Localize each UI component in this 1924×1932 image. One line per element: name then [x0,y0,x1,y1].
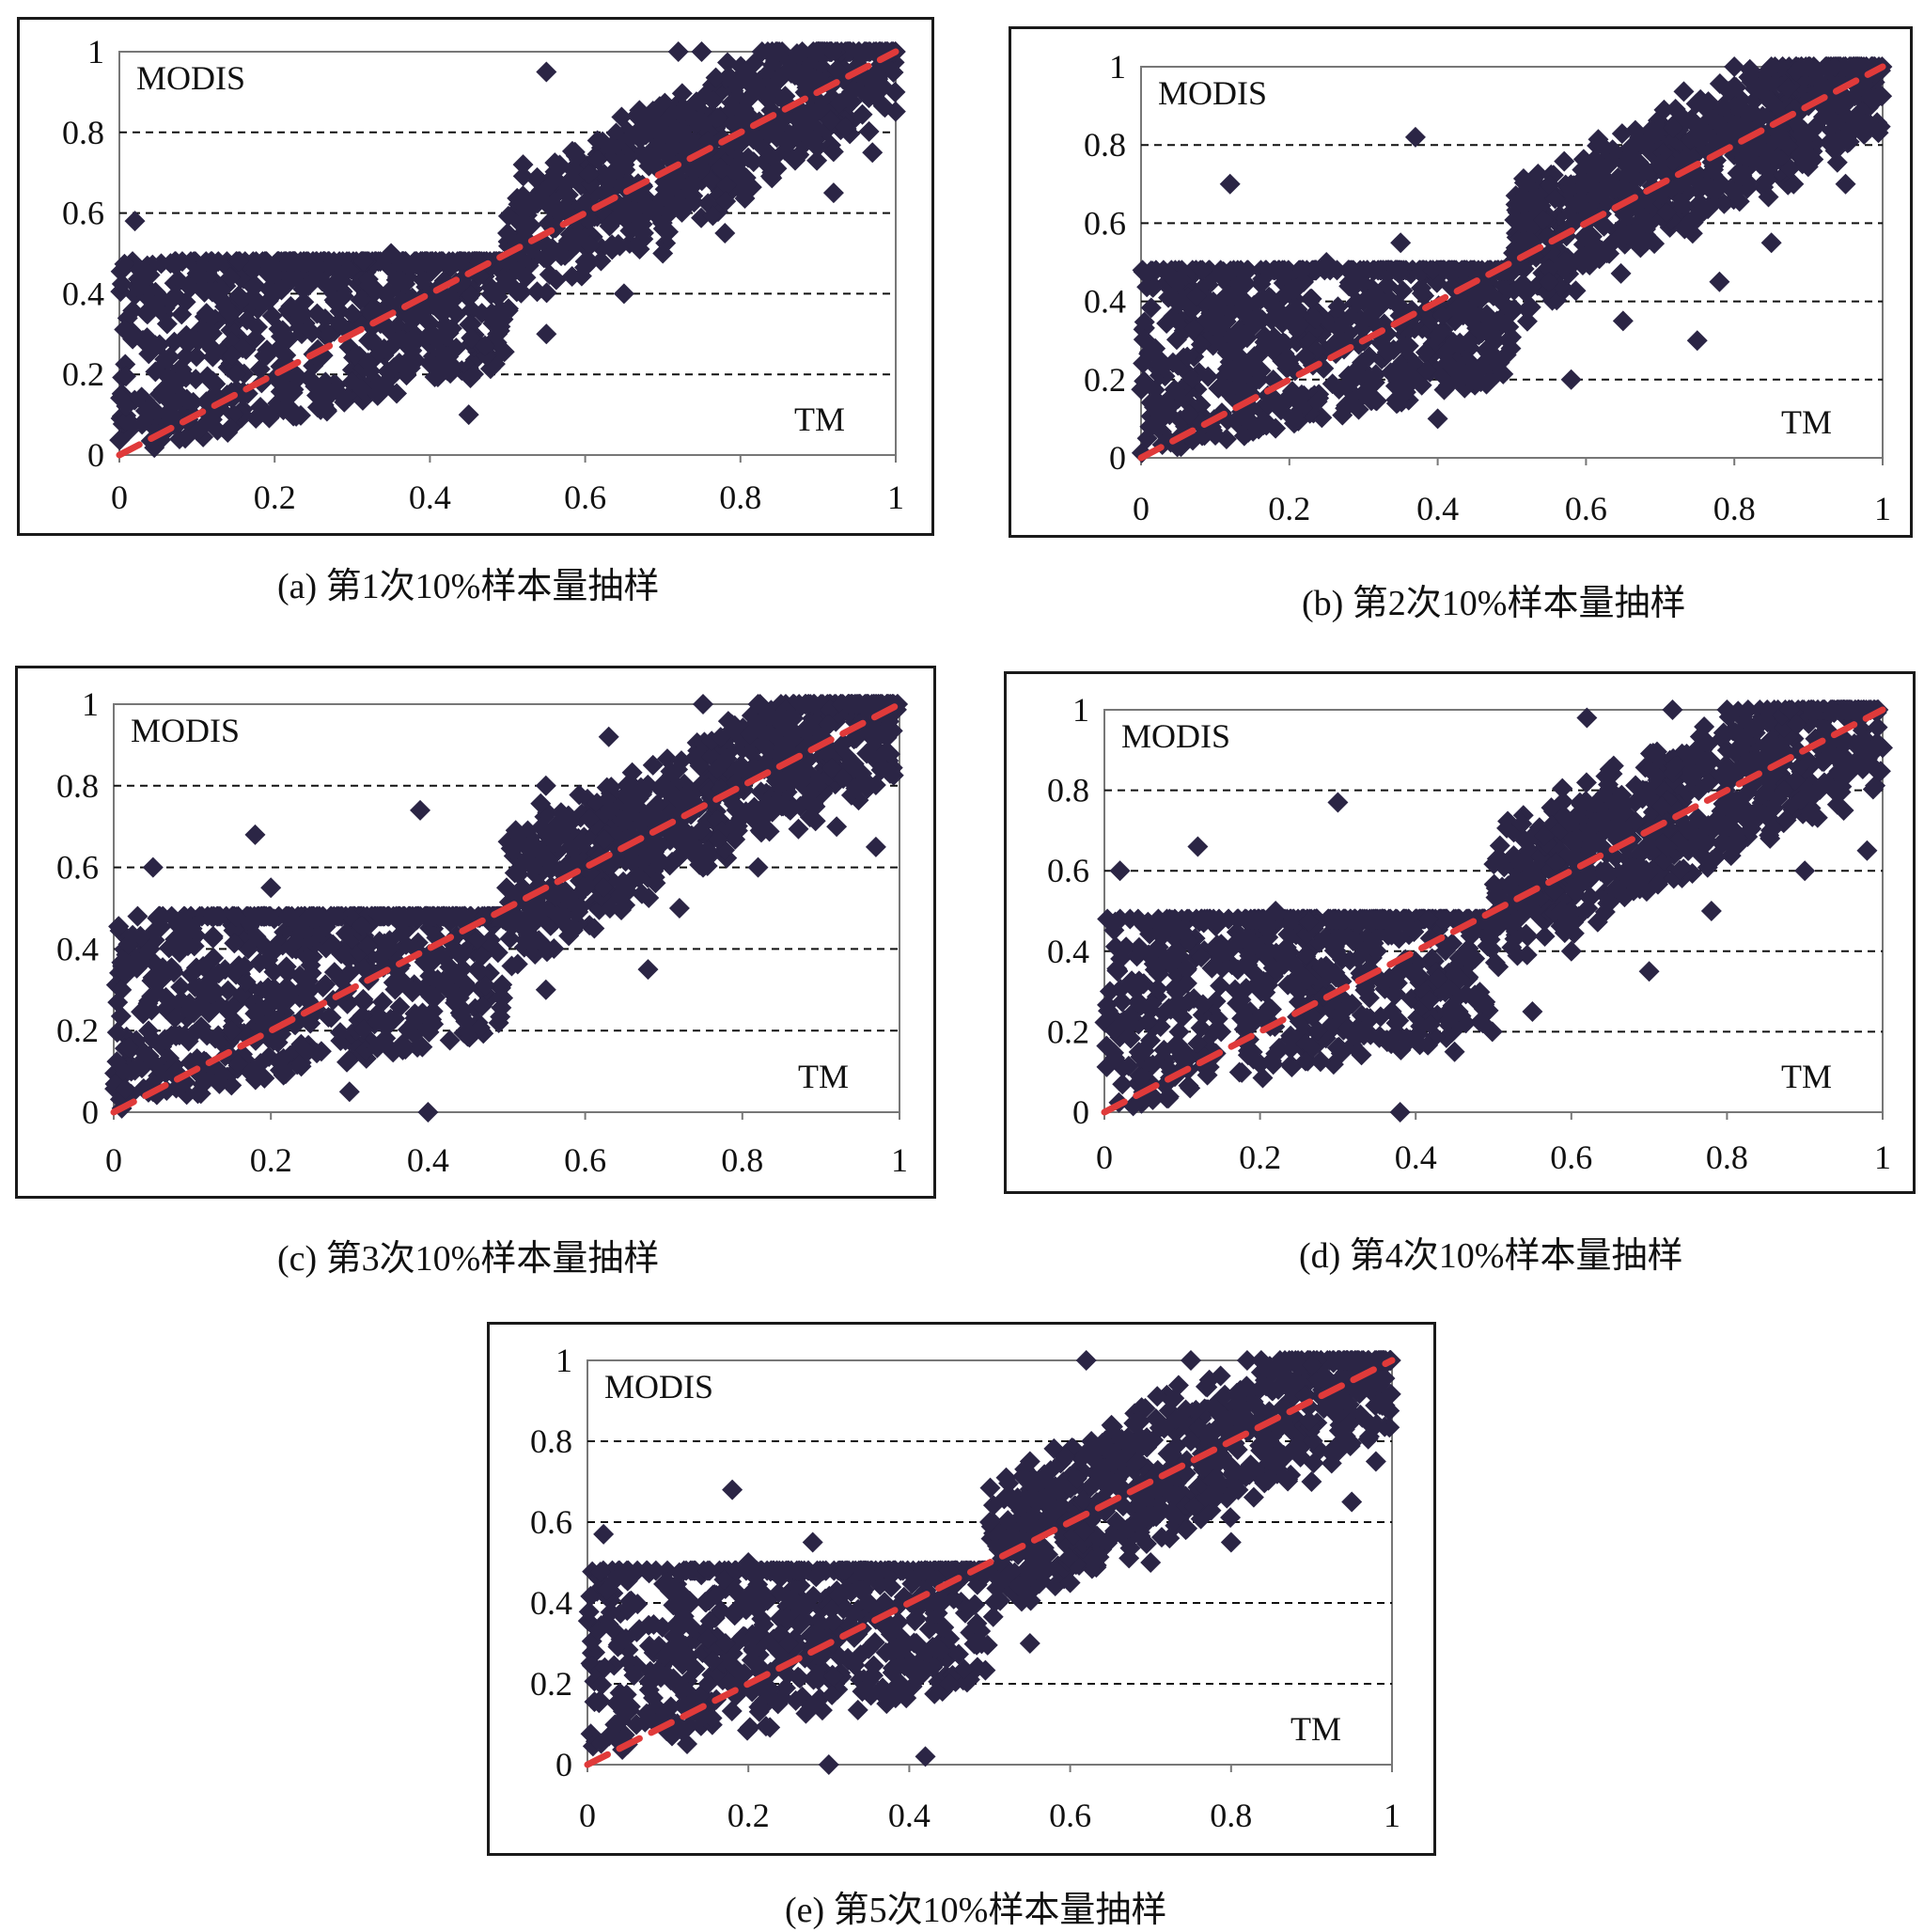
y-tick-label: 1 [1109,48,1126,86]
x-tick-label: 0.6 [564,479,606,516]
x-tick-label: 0 [105,1141,122,1179]
x-tick-label: 0.2 [250,1141,292,1179]
y-tick-label: 0 [87,436,104,474]
x-tick-label: 0.8 [1713,490,1756,527]
x-tick-label: 0.4 [1416,490,1459,527]
y-axis-label: MODIS [131,712,240,749]
chart-caption-b: (b) 第2次10%样本量抽样 [1302,573,1685,625]
chart-caption-c: (c) 第3次10%样本量抽样 [277,1229,659,1280]
y-tick-label: 0.4 [56,930,99,967]
y-tick-label: 0.8 [1084,126,1126,164]
y-tick-label: 0.6 [62,195,104,232]
scatter-plot-b: 0 0.2 0.4 0.6 0.8 1 0 0.2 0.4 0.6 0.8 1 MODIS TM [1011,29,1916,541]
x-axis-label: TM [794,401,845,438]
x-tick-label: 0 [1133,490,1150,527]
x-tick-label: 0.6 [1565,490,1607,527]
y-tick-label: 0.8 [56,767,99,805]
y-tick-label: 0.6 [1084,204,1126,242]
x-axis-label: TM [798,1058,849,1095]
y-tick-label: 0.4 [1084,283,1126,321]
y-tick-label: 0.8 [62,114,104,151]
y-axis-label: MODIS [136,59,245,97]
x-tick-label: 0.6 [564,1141,606,1179]
x-axis-label: TM [1781,403,1832,441]
x-tick-label: 1 [887,479,904,516]
x-tick-label: 0.4 [407,1141,449,1179]
x-tick-label: 0.2 [1268,490,1310,527]
x-tick-label: 0.8 [721,1141,763,1179]
x-tick-label: 0.2 [254,479,296,516]
x-tick-label: 1 [1874,490,1891,527]
chart-panel-c: 0 0.2 0.4 0.6 0.8 1 0 0.2 0.4 0.6 0.8 1 MODIS TM [15,666,936,1199]
y-tick-label: 1 [82,685,99,723]
chart-caption-a: (a) 第1次10%样本量抽样 [277,557,659,608]
x-tick-label: 0.4 [409,479,451,516]
y-tick-label: 0.2 [1084,361,1126,399]
x-tick-label: 1 [891,1141,908,1179]
y-tick-label: 0.2 [62,355,104,393]
y-axis-label: MODIS [1158,74,1267,112]
y-tick-label: 0.4 [62,275,104,312]
x-tick-label: 0.8 [719,479,761,516]
chart-panel-b: 0 0.2 0.4 0.6 0.8 1 0 0.2 0.4 0.6 0.8 1 MODIS TM [1009,26,1913,538]
y-tick-label: 0.2 [56,1012,99,1049]
y-tick-label: 0 [1109,439,1126,477]
y-tick-label: 1 [87,33,104,71]
x-tick-label: 0 [111,479,128,516]
scatter-plot-a: 0 0.2 0.4 0.6 0.8 1 0 0.2 0.4 0.6 0.8 1 MODIS TM [20,20,937,539]
chart-panel-a: 0 0.2 0.4 0.6 0.8 1 0 0.2 0.4 0.6 0.8 1 MODIS TM [17,17,934,536]
scatter-plot-c: 0 0.2 0.4 0.6 0.8 1 0 0.2 0.4 0.6 0.8 1 MODIS TM [18,668,939,1202]
y-tick-label: 0 [82,1093,99,1131]
y-tick-label: 0.6 [56,849,99,887]
